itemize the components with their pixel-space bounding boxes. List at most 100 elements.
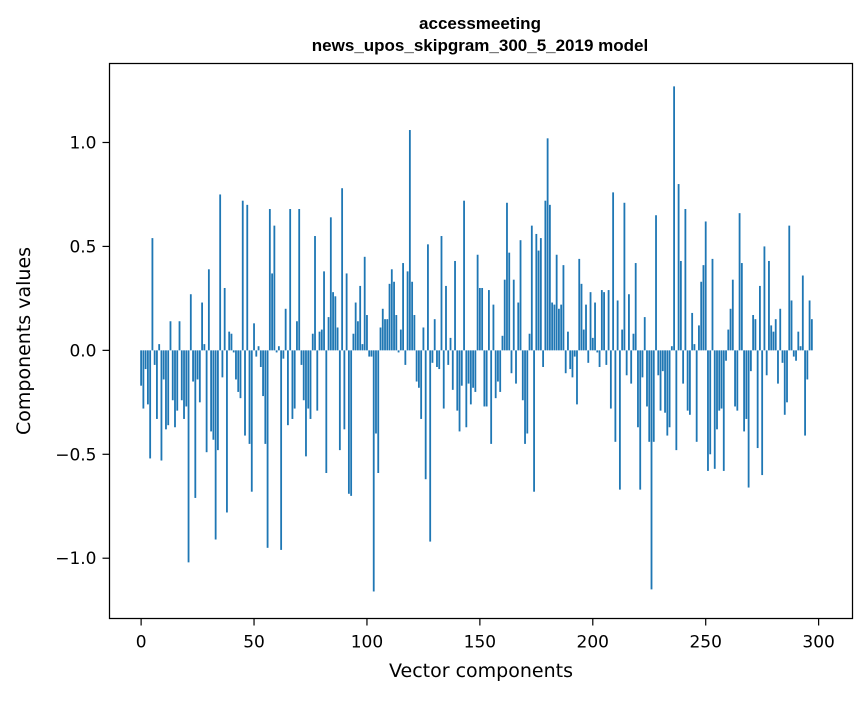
bar [223, 287, 226, 351]
bar [388, 283, 391, 351]
bars-group [140, 86, 813, 592]
bar [244, 350, 246, 436]
bar [783, 350, 786, 415]
bar [314, 236, 316, 351]
bar [307, 350, 310, 409]
bar [652, 350, 655, 442]
bar [661, 350, 664, 372]
bar [230, 333, 233, 351]
bar [406, 271, 409, 351]
bar [648, 350, 651, 442]
bar [806, 350, 809, 380]
bar [515, 350, 517, 384]
bar [664, 350, 666, 413]
bar [456, 350, 459, 411]
bar [219, 194, 222, 351]
bar [463, 200, 465, 351]
bar [768, 260, 770, 351]
bar [503, 279, 506, 351]
bar [659, 350, 662, 411]
bar [567, 331, 569, 351]
bar [494, 350, 497, 399]
bar [431, 350, 434, 363]
bar [476, 254, 479, 351]
bar [673, 86, 675, 351]
bar [417, 350, 420, 388]
bar [481, 287, 484, 351]
bar [393, 281, 395, 351]
bar [316, 350, 319, 411]
bar [363, 256, 366, 351]
bar [424, 350, 427, 480]
bar [530, 225, 533, 351]
bar [650, 350, 653, 590]
bar [684, 209, 687, 351]
bar [691, 312, 694, 351]
bar [747, 350, 750, 488]
bar [404, 350, 407, 365]
bar [185, 350, 188, 407]
bar [614, 350, 617, 442]
bar [630, 350, 633, 384]
bar [447, 350, 450, 365]
bar [772, 331, 775, 351]
bar [282, 350, 285, 359]
bar [350, 350, 353, 496]
bar [596, 350, 599, 353]
bar [693, 344, 696, 351]
bar [801, 275, 804, 351]
bar [438, 350, 441, 370]
bar [467, 350, 470, 384]
bar [162, 350, 165, 380]
bar [232, 350, 235, 353]
bar [582, 329, 585, 351]
bar [217, 350, 219, 451]
y-tick-label: −1.0 [55, 549, 96, 569]
bar [361, 344, 364, 351]
bar [176, 350, 179, 411]
bar [483, 350, 486, 407]
bar [763, 246, 766, 351]
y-tick-label: 0.5 [69, 237, 96, 257]
bar [325, 350, 328, 473]
bar [318, 331, 321, 351]
bar [180, 350, 183, 401]
plot-frame [108, 62, 854, 620]
bar [790, 300, 793, 351]
bar [670, 346, 673, 351]
bar [237, 350, 240, 392]
bar [485, 350, 488, 407]
x-tick-label: 250 [689, 633, 721, 653]
bar [296, 321, 298, 351]
bar [280, 350, 283, 550]
bar [377, 350, 380, 473]
bar [289, 209, 292, 351]
bar [580, 283, 583, 351]
bar [688, 350, 691, 415]
bar [704, 221, 707, 351]
bar [165, 350, 167, 430]
bar [510, 350, 513, 374]
bar [779, 308, 782, 351]
bar [605, 350, 608, 365]
bar [795, 350, 797, 361]
bar [625, 350, 628, 376]
bar [327, 317, 330, 351]
bar [539, 238, 542, 351]
bar [478, 287, 481, 351]
bar [695, 350, 698, 442]
bar [765, 350, 768, 376]
bar [722, 350, 725, 471]
bar [646, 350, 648, 407]
bar [700, 281, 703, 351]
bar [506, 202, 508, 351]
bar [395, 315, 398, 351]
x-axis-label: Vector components [389, 660, 573, 682]
bar [271, 273, 274, 351]
bar [501, 335, 504, 351]
bar [740, 263, 743, 351]
x-tick-label: 200 [577, 633, 609, 653]
bar [366, 315, 368, 351]
bar [738, 213, 741, 351]
bar [517, 302, 520, 351]
